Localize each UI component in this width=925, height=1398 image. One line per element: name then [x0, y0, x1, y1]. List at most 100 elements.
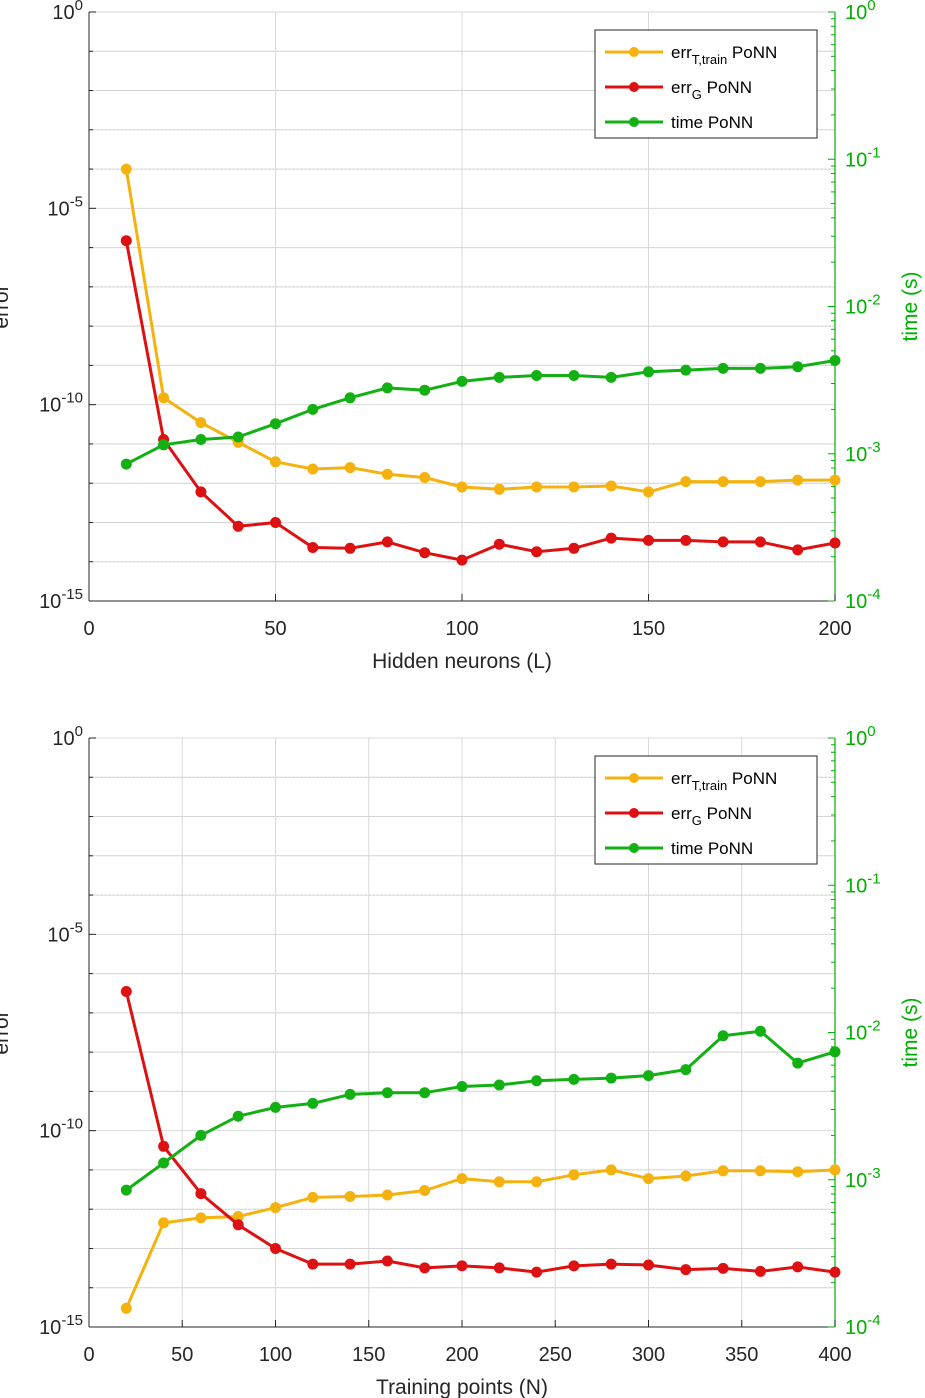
data-point [754, 1265, 766, 1277]
right-y-axis-label: time (s) [899, 272, 922, 342]
data-point [717, 1030, 729, 1042]
legend-marker-2 [629, 808, 639, 818]
data-point [381, 1087, 393, 1099]
x-tick-label: 400 [818, 1344, 851, 1366]
legend-marker-3 [629, 117, 639, 127]
legend-label-1: errT,train PoNN [671, 769, 777, 793]
data-point [792, 474, 804, 486]
data-point [307, 403, 319, 415]
data-point [195, 486, 207, 498]
data-point [419, 1185, 431, 1196]
left-y-axis-label: error [0, 1010, 13, 1054]
left-y-tick-label: 100 [52, 723, 83, 750]
data-point [680, 364, 692, 376]
data-point [754, 362, 766, 374]
data-point [381, 1255, 393, 1267]
left-y-tick-label: 10-10 [39, 1116, 83, 1143]
data-point [717, 1262, 729, 1274]
x-axis-label: Hidden neurons (L) [372, 650, 552, 673]
data-point [344, 1191, 356, 1202]
legend-marker-2 [629, 82, 639, 92]
data-point [643, 1070, 654, 1082]
series-line-1 [124, 1168, 836, 1309]
data-point [195, 1188, 207, 1200]
legend-marker-1 [629, 47, 639, 57]
data-point [120, 458, 132, 470]
legend-label-3: time PoNN [671, 113, 753, 132]
data-point [307, 542, 319, 553]
data-point [792, 1166, 804, 1178]
data-point [270, 517, 281, 528]
chart-panel-2: 0 50 100 150 200 250 300 350 400 10-15 10-10 10-5 10… [0, 723, 922, 1398]
data-point [829, 474, 841, 486]
data-point [456, 1081, 468, 1092]
data-point [680, 1170, 692, 1182]
data-point [643, 366, 654, 378]
right-y-tick-label: 10-2 [845, 1018, 881, 1045]
x-tick-label: 350 [725, 1344, 758, 1366]
data-point [792, 544, 804, 556]
data-point [381, 536, 393, 548]
data-point [568, 1169, 580, 1181]
series-line-3 [125, 359, 836, 466]
data-point [381, 468, 393, 480]
data-point [419, 384, 431, 396]
data-point [493, 538, 505, 550]
legend-label-3: time PoNN [671, 839, 753, 858]
data-point [568, 542, 580, 554]
x-tick-label: 0 [83, 1344, 94, 1366]
series-line-2 [124, 240, 836, 562]
legend-marker-3 [629, 843, 639, 853]
data-point [680, 1064, 692, 1076]
data-point [680, 1264, 692, 1276]
right-y-tick-label: 10-4 [845, 586, 881, 613]
data-point [643, 486, 654, 498]
data-point [456, 1260, 468, 1272]
data-point [419, 1087, 431, 1099]
data-point [754, 1025, 766, 1037]
data-point [270, 418, 281, 430]
legend-label-2: errG PoNN [671, 78, 752, 102]
right-y-tick-label: 10-3 [845, 439, 881, 466]
data-point [307, 1097, 319, 1109]
data-point [344, 392, 356, 404]
right-y-tick-label: 100 [845, 723, 876, 750]
data-point [605, 371, 617, 383]
data-point [531, 481, 543, 493]
series-1 [120, 1164, 841, 1314]
data-point [456, 1173, 468, 1185]
data-point [493, 1262, 505, 1274]
data-point [568, 1260, 580, 1272]
legend-marker-1 [629, 773, 639, 783]
data-point [344, 542, 356, 554]
series-3 [120, 355, 841, 470]
data-point [195, 1129, 207, 1141]
legend-label-1: errT,train PoNN [671, 43, 777, 67]
data-point [792, 1261, 804, 1273]
data-point [493, 483, 505, 495]
data-point [120, 163, 132, 175]
data-point [270, 1202, 281, 1214]
data-point [754, 1165, 766, 1177]
data-point [717, 476, 729, 488]
left-y-tick-label: 100 [52, 0, 83, 24]
data-point [419, 547, 431, 559]
data-point [195, 1212, 207, 1224]
series-2 [120, 986, 841, 1278]
data-point [419, 472, 431, 483]
data-point [531, 370, 543, 381]
data-point [829, 537, 841, 549]
data-point [792, 1057, 804, 1069]
data-point [568, 370, 580, 381]
right-y-axis-label: time (s) [899, 998, 922, 1068]
x-tick-label: 300 [632, 1344, 665, 1366]
data-point [381, 1189, 393, 1201]
right-y-tick-label: 10-1 [845, 870, 881, 897]
x-tick-label: 0 [83, 618, 94, 640]
data-point [531, 1075, 543, 1087]
data-point [643, 534, 654, 546]
data-point [270, 1243, 281, 1254]
data-point [344, 1088, 356, 1100]
data-point [829, 1046, 841, 1058]
